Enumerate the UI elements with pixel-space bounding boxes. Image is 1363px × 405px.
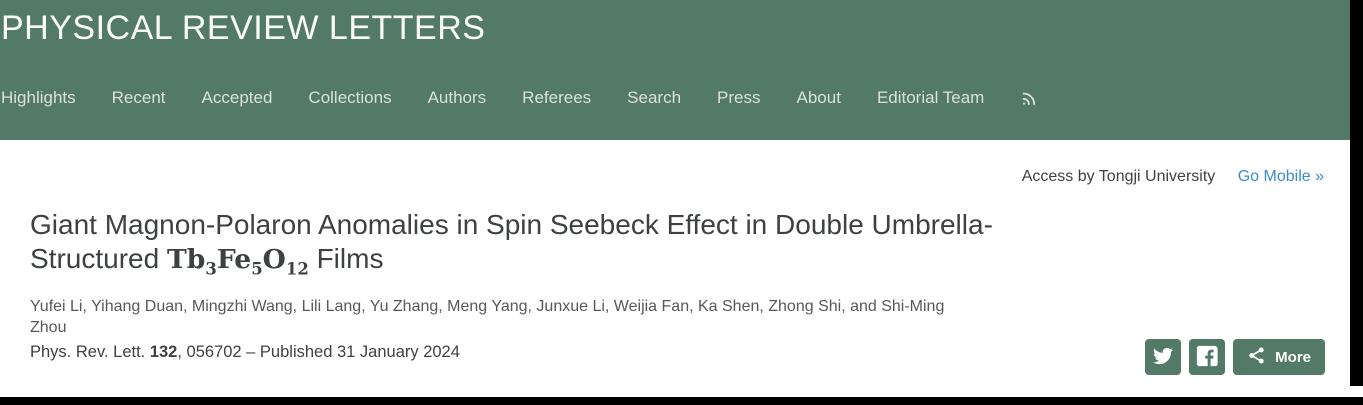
nav-item-accepted[interactable]: Accepted [201, 88, 273, 107]
capture-border-right [1350, 0, 1363, 386]
rss-icon[interactable] [1020, 90, 1037, 107]
twitter-share-button[interactable] [1145, 339, 1182, 375]
citation-rest: , 056702 – Published 31 January 2024 [177, 343, 460, 361]
facebook-share-button[interactable] [1189, 339, 1226, 375]
nav-item-editorial-team[interactable]: Editorial Team [876, 88, 985, 107]
article-title-suffix: Films [308, 243, 384, 274]
nav-item-referees[interactable]: Referees [522, 88, 592, 107]
journal-title: PHYSICAL REVIEW LETTERS [1, 9, 486, 47]
article-title-text: Giant Magnon-Polaron Anomalies in Spin S… [30, 209, 993, 274]
twitter-icon [1153, 346, 1174, 369]
nav-item-recent[interactable]: Recent [111, 88, 166, 107]
article-header-section: Access by Tongji University Go Mobile » … [0, 140, 1350, 397]
nav-item-highlights[interactable]: Highlights [1, 88, 76, 107]
author-list: Yufei Li, Yihang Duan, Mingzhi Wang, Lil… [30, 298, 945, 336]
journal-header: PHYSICAL REVIEW LETTERS Highlights Recen… [0, 0, 1363, 140]
capture-border-bottom [0, 397, 1363, 405]
nav-item-collections[interactable]: Collections [308, 88, 392, 107]
access-row: Access by Tongji University Go Mobile » [1022, 168, 1324, 186]
more-button-label: More [1275, 348, 1311, 366]
nav-item-search[interactable]: Search [627, 88, 682, 107]
citation-line: Phys. Rev. Lett. 132, 056702 – Published… [30, 343, 460, 362]
facebook-icon [1196, 345, 1218, 370]
nav-item-about[interactable]: About [796, 88, 841, 107]
institution-access-note: Access by Tongji University [1021, 168, 1216, 185]
more-share-button[interactable]: More [1233, 339, 1325, 375]
article-title: Giant Magnon-Polaron Anomalies in Spin S… [30, 208, 1045, 277]
share-nodes-icon [1247, 346, 1266, 368]
primary-nav: Highlights Recent Accepted Collections A… [1, 88, 1037, 108]
nav-item-press[interactable]: Press [717, 88, 761, 107]
share-buttons: More [1145, 339, 1325, 375]
nav-item-authors[interactable]: Authors [427, 88, 487, 107]
go-mobile-link[interactable]: Go Mobile » [1237, 168, 1324, 185]
citation-journal: Phys. Rev. Lett. [30, 343, 150, 361]
citation-volume: 132 [149, 343, 178, 361]
chemical-formula: Tb3Fe5O12 [166, 244, 309, 279]
